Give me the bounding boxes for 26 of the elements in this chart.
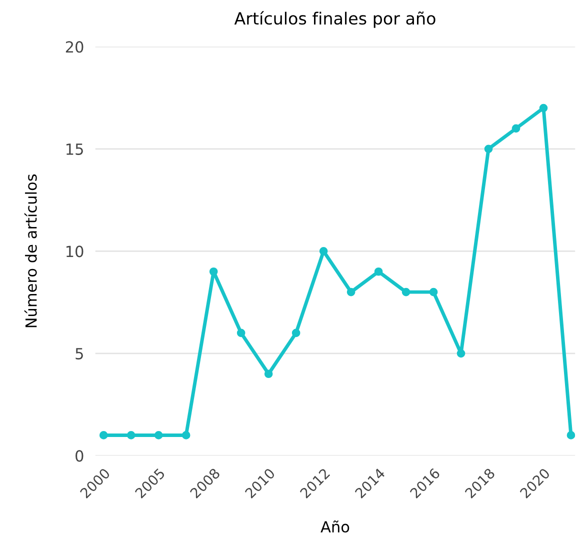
y-tick-label: 0 [76, 450, 84, 462]
point [429, 288, 438, 296]
point [319, 247, 328, 256]
point [539, 104, 548, 112]
y-axis-title: Número de artículos [24, 174, 37, 328]
point [182, 431, 190, 440]
y-tick-label: 10 [66, 246, 84, 258]
point [126, 431, 136, 440]
point [236, 328, 246, 338]
point [264, 370, 273, 378]
point [484, 144, 493, 154]
y-tick-label: 20 [66, 41, 84, 53]
point [346, 288, 356, 296]
point [512, 124, 520, 133]
point [292, 328, 300, 338]
point [374, 267, 383, 276]
point [456, 349, 466, 358]
point [99, 431, 108, 440]
point [402, 288, 410, 296]
point [209, 267, 218, 276]
chart-title: Artículos finales por año [234, 11, 436, 28]
point [154, 431, 163, 440]
point [566, 431, 576, 440]
x-axis-title: Año [320, 520, 350, 533]
y-tick-label: 15 [66, 144, 83, 155]
y-tick-label: 5 [76, 348, 83, 360]
